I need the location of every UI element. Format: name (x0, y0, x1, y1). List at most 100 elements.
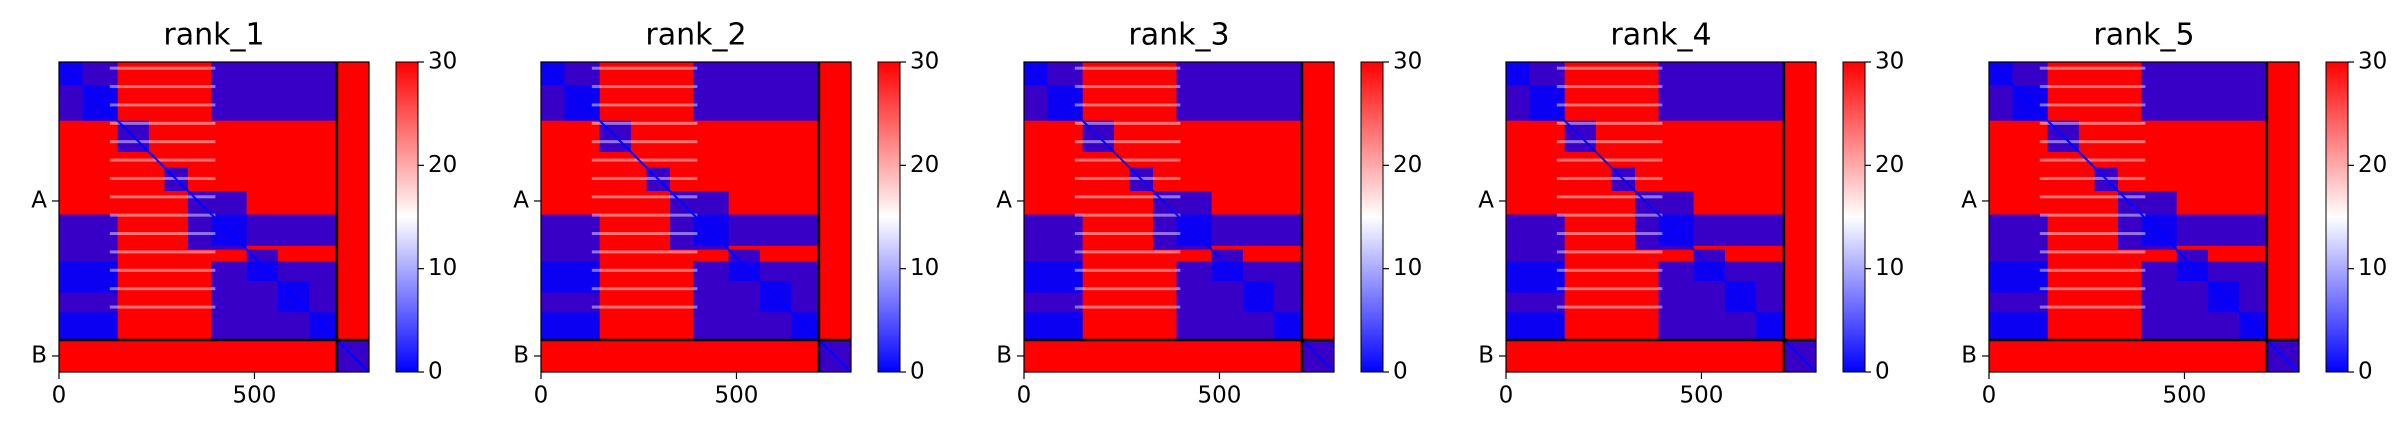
heatmap-stripe (2039, 121, 2146, 125)
heatmap-stripe (1556, 140, 1663, 144)
heatmap-stripe (591, 66, 698, 70)
heatmap-stripe (1074, 85, 1181, 89)
panel-title: rank_1 (163, 18, 264, 53)
x-tick-label: 0 (534, 383, 549, 409)
heatmap-stripe (109, 176, 216, 180)
low-pae-block (1989, 312, 2048, 340)
heatmap-stripe (591, 287, 698, 291)
low-pae-block (211, 214, 337, 246)
heatmap-stripe (1556, 250, 1663, 254)
heatmap-frame (1505, 61, 1817, 373)
colorbar-tick-label: 20 (1875, 152, 1904, 178)
colorbar (1842, 61, 1866, 373)
heatmap-diagonal (540, 61, 852, 373)
heatmap-stripe (1074, 213, 1181, 217)
colorbar-tick-label: 0 (1393, 359, 1408, 385)
colorbar (877, 61, 901, 373)
low-pae-block (2141, 214, 2267, 246)
low-pae-block (59, 261, 118, 293)
heatmap-stripe (2039, 176, 2146, 180)
heatmap-stripe (591, 232, 698, 236)
heatmap-stripe (1074, 158, 1181, 162)
x-tick-label: 500 (1198, 383, 1242, 409)
heatmap-frame (1023, 61, 1335, 373)
heatmap-stripe (591, 268, 698, 272)
panel-title: rank_4 (1610, 18, 1711, 53)
heatmap-stripe (591, 121, 698, 125)
heatmap-stripe (1074, 268, 1181, 272)
heatmap-stripe (1556, 158, 1663, 162)
heatmap-stripe (1074, 121, 1181, 125)
heatmap-stripe (1074, 66, 1181, 70)
heatmap-stripe (109, 232, 216, 236)
heatmap-frame (540, 61, 852, 373)
low-pae-block (1176, 261, 1302, 340)
low-pae-block (2141, 261, 2267, 340)
low-pae-block (211, 261, 337, 340)
x-tick-label: 0 (1017, 383, 1032, 409)
heatmap-stripe (109, 305, 216, 309)
colorbar-tick-label: 30 (2358, 49, 2387, 75)
heatmap-stripe (1556, 85, 1663, 89)
heatmap-diagonal (1023, 61, 1335, 373)
heatmap-stripe (591, 85, 698, 89)
y-tick-label: A (1961, 187, 1977, 213)
low-pae-block (1658, 214, 1784, 246)
low-pae-block (1506, 312, 1565, 340)
heatmap-stripe (109, 140, 216, 144)
heatmap-stripe (2039, 305, 2146, 309)
heatmap-stripe (109, 213, 216, 217)
heatmap-stripe (1074, 287, 1181, 291)
heatmap-stripe (1556, 103, 1663, 107)
heatmap-stripe (1556, 268, 1663, 272)
colorbar-tick-label: 20 (910, 152, 939, 178)
heatmap-stripe (1556, 287, 1663, 291)
heatmap-stripe (2039, 195, 2146, 199)
heatmap-stripe (591, 176, 698, 180)
colorbar-tick-label: 10 (1875, 255, 1904, 281)
heatmap-stripe (109, 195, 216, 199)
heatmap-stripe (2039, 66, 2146, 70)
y-tick-label: A (513, 187, 529, 213)
colorbar-tick-label: 20 (2358, 152, 2387, 178)
colorbar-tick-label: 0 (1875, 359, 1890, 385)
heatmap-frame (1988, 61, 2300, 373)
heatmap-stripe (591, 305, 698, 309)
colorbar-tick-label: 10 (2358, 255, 2387, 281)
low-pae-block (59, 312, 118, 340)
panel-title: rank_5 (2093, 18, 2194, 53)
heatmap-stripe (2039, 232, 2146, 236)
heatmap-stripe (109, 103, 216, 107)
heatmap-stripe (109, 250, 216, 254)
heatmap-stripe (1556, 232, 1663, 236)
panel-title: rank_3 (1128, 18, 1229, 53)
colorbar-tick-label: 10 (428, 255, 457, 281)
heatmap-stripe (1556, 66, 1663, 70)
x-tick-label: 0 (1499, 383, 1514, 409)
heatmap-stripe (1074, 232, 1181, 236)
heatmap-stripe (2039, 287, 2146, 291)
low-pae-block (211, 62, 337, 121)
panel-title: rank_2 (645, 18, 746, 53)
y-tick-label: A (996, 187, 1012, 213)
colorbar (2325, 61, 2349, 373)
x-tick-label: 0 (1982, 383, 1997, 409)
heatmap-stripe (2039, 85, 2146, 89)
heatmap-frame (58, 61, 370, 373)
x-tick-label: 500 (715, 383, 759, 409)
heatmap-stripe (1556, 213, 1663, 217)
heatmap-stripe (591, 213, 698, 217)
y-tick-label: A (31, 187, 47, 213)
heatmap-stripe (1074, 250, 1181, 254)
low-pae-block (1989, 261, 2048, 293)
x-tick-label: 500 (2163, 383, 2207, 409)
y-tick-label: B (1478, 342, 1494, 368)
colorbar (1360, 61, 1384, 373)
y-tick-label: B (1961, 342, 1977, 368)
heatmap-stripe (2039, 268, 2146, 272)
heatmap-stripe (591, 140, 698, 144)
